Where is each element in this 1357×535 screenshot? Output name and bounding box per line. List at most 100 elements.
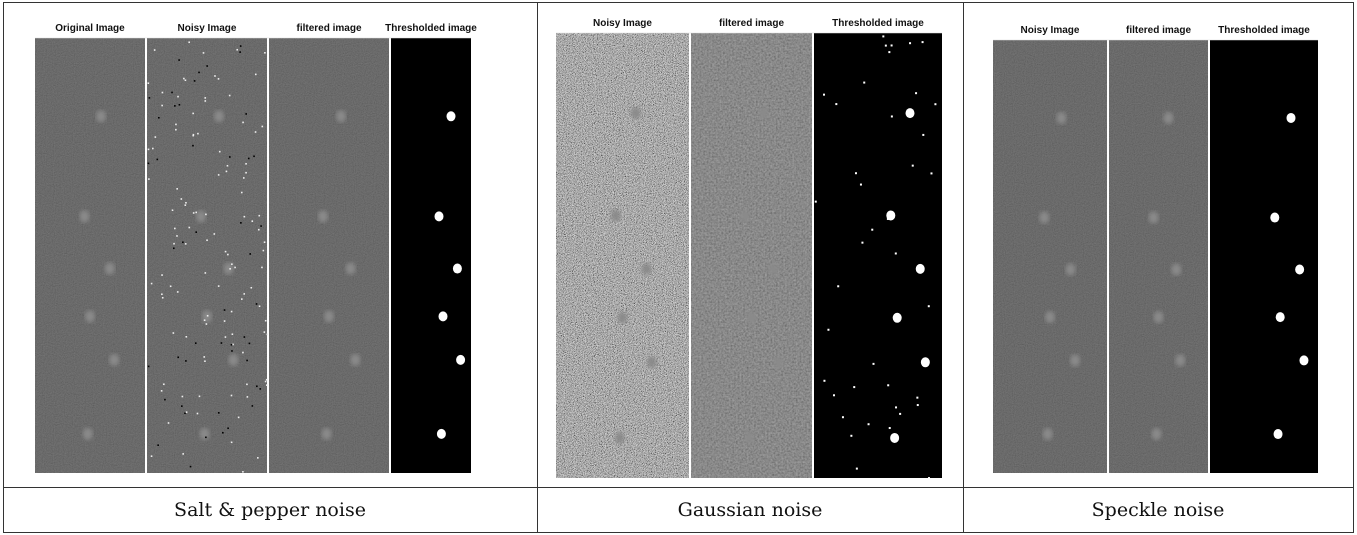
salt-pepper-dot <box>265 384 268 386</box>
speck <box>916 396 919 399</box>
salt-pepper-dot <box>240 191 243 194</box>
salt-pepper-dot <box>204 360 206 363</box>
salt-pepper-dot <box>152 147 154 150</box>
noise-texture <box>993 40 1107 473</box>
speck <box>884 44 887 47</box>
gray-blob <box>630 107 641 120</box>
speck <box>814 200 817 203</box>
gray-blob <box>614 431 625 444</box>
salt-pepper-dot <box>247 157 250 160</box>
salt-pepper-dot <box>239 51 241 53</box>
salt-pepper-dot <box>205 323 208 325</box>
white-blob <box>434 211 444 222</box>
salt-pepper-dot <box>227 427 229 430</box>
salt-pepper-dot <box>182 241 184 244</box>
salt-pepper-dot <box>240 222 242 224</box>
panel-title: Thresholded image <box>385 23 477 34</box>
panel-title: Original Image <box>55 23 125 34</box>
salt-pepper-dot <box>198 395 201 398</box>
salt-pepper-dot <box>192 144 194 147</box>
salt-pepper-dot <box>184 79 187 82</box>
panel-background <box>814 33 942 478</box>
salt-pepper-dot <box>169 285 172 288</box>
speck <box>823 379 826 382</box>
salt-pepper-dot <box>250 286 253 289</box>
salt-pepper-dot <box>240 298 243 300</box>
salt-pepper-dot <box>251 405 254 407</box>
salt-pepper-dot <box>188 41 190 44</box>
salt-pepper-dot <box>230 343 233 346</box>
panel-title: Noisy Image <box>178 23 237 34</box>
panel-title: filtered image <box>296 23 361 34</box>
white-blob <box>1295 264 1305 275</box>
salt-pepper-dot <box>172 332 175 334</box>
image-panel <box>391 38 471 473</box>
salt-pepper-dot <box>167 422 170 424</box>
panel-title: filtered image <box>1126 25 1191 36</box>
speck <box>861 241 864 244</box>
caption: Speckle noise <box>1092 499 1225 521</box>
salt-pepper-dot <box>181 395 184 398</box>
salt-pepper-dot <box>224 336 227 338</box>
salt-pepper-dot <box>231 350 233 352</box>
speck <box>899 412 902 415</box>
salt-pepper-dot <box>234 266 236 269</box>
white-blob <box>920 357 930 368</box>
panel-background <box>1210 40 1318 473</box>
salt-pepper-dot <box>253 155 255 158</box>
speck <box>895 406 898 409</box>
speck <box>882 35 885 38</box>
salt-pepper-dot <box>183 77 185 80</box>
image-panel <box>814 33 942 480</box>
salt-pepper-dot <box>158 116 160 119</box>
salt-pepper-dot <box>217 174 220 176</box>
speck <box>863 81 866 84</box>
salt-pepper-dot <box>220 342 223 344</box>
speck <box>872 362 875 365</box>
salt-pepper-dot <box>148 97 151 99</box>
white-blob <box>890 432 900 443</box>
gray-blob <box>1070 354 1081 367</box>
salt-pepper-dot <box>184 204 187 206</box>
salt-pepper-dot <box>242 121 244 124</box>
salt-pepper-dot <box>185 336 188 338</box>
speck <box>916 404 919 407</box>
speck <box>832 394 835 397</box>
speck <box>934 103 937 106</box>
salt-pepper-dot <box>206 239 208 242</box>
salt-pepper-dot <box>264 319 267 322</box>
white-blob <box>456 354 466 365</box>
gray-blob <box>82 427 93 440</box>
salt-pepper-dot <box>175 128 177 131</box>
gray-blob <box>1153 311 1164 324</box>
image-panel <box>993 40 1107 473</box>
salt-pepper-dot <box>164 398 166 401</box>
white-blob <box>1299 355 1309 366</box>
noise-texture <box>269 38 389 473</box>
gray-blob <box>321 427 332 440</box>
gray-blob <box>1045 311 1055 324</box>
speck <box>835 103 838 106</box>
salt-pepper-dot <box>205 436 207 439</box>
speck <box>890 115 893 118</box>
salt-pepper-dot <box>245 113 247 115</box>
speck <box>867 423 870 426</box>
salt-pepper-dot <box>223 309 226 311</box>
salt-pepper-dot <box>171 209 174 212</box>
panel-title: Thresholded image <box>832 18 924 29</box>
salt-pepper-dot <box>181 405 183 407</box>
salt-pepper-dot <box>264 51 266 54</box>
gray-blob <box>345 262 356 275</box>
gray-blob <box>617 311 628 324</box>
gray-blob <box>1171 263 1182 276</box>
salt-pepper-dot <box>150 282 153 285</box>
white-blob <box>1270 212 1280 223</box>
salt-pepper-dot <box>261 125 264 128</box>
gray-blob <box>744 431 755 444</box>
speck <box>922 133 925 136</box>
white-blob <box>446 111 456 122</box>
salt-pepper-dot <box>227 253 229 256</box>
salt-pepper-dot <box>192 133 195 136</box>
salt-pepper-dot <box>213 233 216 235</box>
gray-blob <box>79 210 90 223</box>
